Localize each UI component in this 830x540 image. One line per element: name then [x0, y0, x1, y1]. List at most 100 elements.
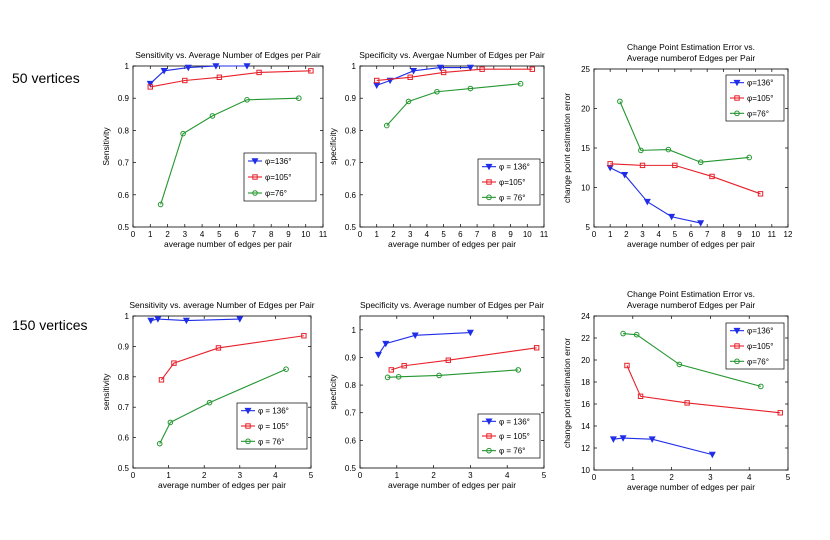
chart-title: Sensitivity vs. average Number of Edges … — [129, 300, 314, 310]
series-0 — [606, 164, 705, 227]
series-line — [376, 68, 533, 82]
y-tick-label: 15 — [581, 144, 590, 153]
data-point — [672, 162, 678, 169]
data-point — [621, 172, 629, 179]
legend-entry: φ = 76° — [258, 437, 284, 446]
data-point — [212, 63, 220, 70]
series-2 — [156, 366, 289, 447]
y-tick-label: 12 — [581, 444, 590, 453]
data-point — [215, 345, 222, 351]
legend-marker — [245, 423, 251, 429]
legend-entry: φ = 105° — [258, 422, 289, 431]
series-line — [160, 97, 299, 205]
legend-marker — [485, 418, 493, 425]
row-label-50-vertices: 50 vertices — [12, 70, 80, 86]
data-point — [411, 332, 419, 339]
y-tick-label: 1 — [125, 312, 130, 321]
data-point — [619, 435, 627, 442]
series-1 — [607, 161, 764, 197]
x-tick-label: 1 — [148, 230, 153, 239]
data-point — [746, 154, 753, 161]
data-point — [708, 451, 716, 459]
data-point — [147, 84, 153, 90]
data-point — [777, 410, 783, 416]
chart-2: 0 1 2 3 4 5 6 7 8 9 10 110.50.60.70.80.91Specificit… — [328, 50, 549, 249]
data-point — [206, 399, 213, 406]
data-point — [436, 372, 442, 379]
x-tick-label: 1 — [395, 471, 400, 480]
data-point — [466, 329, 474, 337]
x-tick-label: 4 — [273, 471, 278, 480]
legend-marker — [734, 95, 740, 101]
y-tick-label: 0.7 — [345, 409, 357, 418]
series-1 — [388, 345, 540, 373]
series-1 — [374, 66, 535, 84]
y-tick-label: 0.9 — [118, 342, 130, 351]
y-tick-label: 0.5 — [345, 223, 357, 232]
series-0 — [374, 329, 474, 359]
legend-entry: φ = 76° — [499, 193, 525, 202]
data-point — [757, 191, 764, 197]
data-point — [171, 360, 177, 366]
y-tick-label: 0.7 — [118, 159, 130, 168]
series-1 — [624, 362, 783, 416]
legend-marker — [733, 327, 741, 335]
y-tick-label: 0.7 — [118, 403, 130, 412]
chart-title: Sensitivity vs. Average Number of Edges … — [135, 50, 321, 60]
x-tick-label: 3 — [408, 230, 413, 239]
data-point — [184, 64, 192, 72]
y-tick-label: 0.5 — [118, 464, 130, 473]
data-point — [638, 147, 644, 154]
x-tick-label: 7 — [705, 230, 710, 239]
y-axis-label: specficity — [328, 374, 338, 410]
y-tick-label: 10 — [581, 466, 590, 475]
y-tick-label: 14 — [581, 422, 590, 431]
x-tick-label: 0 — [358, 230, 363, 239]
data-point — [697, 159, 704, 166]
x-tick-label: 1 — [608, 230, 613, 239]
x-tick-label: 11 — [540, 230, 549, 239]
x-tick-label: 6 — [234, 230, 239, 239]
series-2 — [384, 367, 522, 381]
data-point — [395, 374, 402, 380]
data-point — [308, 68, 314, 74]
y-tick-label: 0.6 — [118, 191, 130, 200]
data-point — [283, 366, 289, 373]
data-point — [383, 122, 390, 129]
y-tick-label: 0.5 — [345, 464, 357, 473]
series-line — [377, 332, 471, 355]
y-tick-label: 24 — [581, 312, 590, 321]
y-axis-label: specificity — [328, 127, 338, 165]
y-axis-label: change point estimation error — [562, 338, 572, 448]
data-point — [665, 146, 672, 153]
legend-entry: φ = 136° — [499, 417, 530, 426]
legend-entry: φ=76° — [747, 357, 769, 366]
x-tick-label: 2 — [431, 471, 436, 480]
x-tick-label: 8 — [721, 230, 726, 239]
data-point — [388, 367, 394, 373]
legend-marker — [245, 438, 251, 445]
x-tick-label: 1 — [375, 230, 380, 239]
legend: φ = 136° φ=105° φ = 76° — [477, 158, 541, 206]
y-tick-label: 0.8 — [118, 373, 130, 382]
data-point — [244, 97, 250, 103]
series-line — [386, 83, 521, 126]
x-tick-label: 5 — [441, 230, 446, 239]
x-axis-label: average number of edges per pair — [158, 480, 286, 490]
data-point — [157, 201, 164, 208]
series-2 — [620, 330, 764, 390]
data-point — [607, 161, 613, 167]
legend: φ = 136° φ = 105° φ = 76° — [236, 402, 308, 450]
x-tick-label: 11 — [768, 230, 777, 239]
chart-1: 0 1 2 3 4 5 6 7 8 9 10 11 0.5 0.6 0.7 0.8 0.9 1 Sensitivit… — [101, 50, 328, 249]
series-line — [159, 368, 287, 444]
series-1 — [147, 68, 314, 90]
legend-marker — [252, 174, 258, 180]
x-tick-label: 2 — [391, 230, 396, 239]
x-tick-label: 4 — [505, 471, 510, 480]
data-point — [633, 331, 640, 338]
x-tick-label: 4 — [747, 473, 752, 482]
